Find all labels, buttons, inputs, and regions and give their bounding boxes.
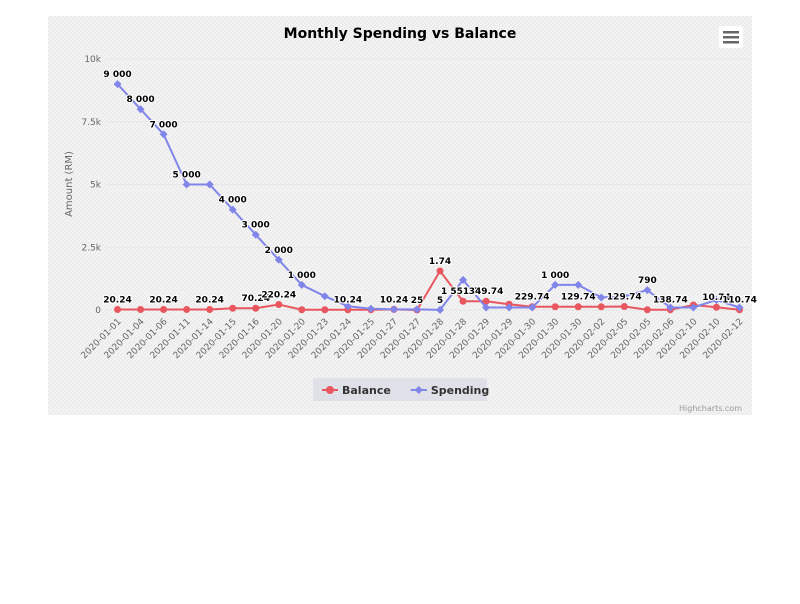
point: [320, 292, 329, 301]
data-label: 1 000: [288, 271, 316, 281]
point: [620, 303, 628, 311]
point: [712, 303, 720, 311]
point: [343, 302, 352, 311]
data-label: 1.74: [429, 257, 451, 267]
data-label: 4 000: [219, 196, 247, 206]
data-label: 5: [437, 296, 443, 306]
point: [597, 293, 606, 302]
point: [436, 305, 445, 314]
y-axis-title: Amount (RM): [64, 151, 75, 217]
data-label: 20.24: [103, 295, 131, 305]
credits: Highcharts.com: [679, 404, 742, 413]
point: [137, 305, 145, 313]
y-tick-label: 7.5k: [81, 118, 101, 128]
legend-symbol: [414, 386, 423, 394]
point: [689, 303, 698, 312]
point: [206, 305, 214, 313]
point: [528, 303, 537, 312]
chart-background: [48, 16, 752, 415]
data-label: 229.74: [515, 293, 550, 303]
point: [297, 280, 306, 289]
point: [735, 303, 744, 312]
data-label: 25: [411, 296, 424, 306]
point: [643, 306, 651, 314]
point: [459, 275, 468, 284]
point: [505, 303, 514, 312]
point: [160, 305, 168, 313]
menu-button[interactable]: [719, 26, 743, 48]
point: [389, 305, 398, 314]
data-label: 20.24: [149, 295, 177, 305]
legend-label: Spending: [431, 384, 489, 397]
point: [666, 303, 675, 312]
point: [275, 300, 283, 308]
legend-item[interactable]: Spending: [410, 384, 489, 397]
data-label: 129.74: [607, 293, 642, 303]
data-label: 10.74: [702, 293, 730, 303]
data-label: 10.24: [334, 296, 362, 306]
legend-symbol: [326, 386, 334, 394]
data-label: 790: [638, 276, 657, 286]
data-label: 129.74: [561, 293, 596, 303]
point: [482, 303, 491, 312]
series-line: [116, 83, 740, 311]
point: [712, 295, 721, 304]
point: [205, 180, 214, 189]
point: [252, 304, 260, 312]
point: [366, 304, 375, 313]
point: [459, 297, 467, 305]
y-tick-label: 5k: [90, 181, 102, 191]
point: [136, 105, 145, 114]
y-tick-label: 0: [95, 306, 101, 316]
point: [182, 180, 191, 189]
legend-label: Balance: [342, 384, 391, 397]
point: [274, 255, 283, 264]
point: [574, 280, 583, 289]
series-line: [117, 269, 740, 311]
data-label: 8 000: [126, 95, 154, 105]
point: [643, 286, 652, 295]
data-label: 9 000: [103, 70, 131, 80]
point: [251, 230, 260, 239]
data-label: 1 000: [541, 271, 569, 281]
data-label: 3 000: [242, 221, 270, 231]
point: [113, 80, 122, 89]
point: [551, 303, 559, 311]
point: [321, 306, 329, 314]
chart-title: Monthly Spending vs Balance: [284, 26, 517, 42]
legend: Balance Spending: [313, 378, 489, 401]
y-tick-label: 2.5k: [81, 243, 101, 253]
data-label: 10.24: [380, 295, 408, 305]
point: [574, 303, 582, 311]
point: [482, 297, 490, 305]
point: [436, 267, 444, 275]
point: [620, 292, 629, 301]
data-label: 1 551.74: [441, 287, 485, 297]
point: [298, 306, 306, 314]
point: [159, 130, 168, 139]
point: [597, 303, 605, 311]
data-label: 220.24: [261, 290, 296, 300]
point: [228, 205, 237, 214]
data-label: 349.74: [469, 287, 504, 297]
point: [551, 280, 560, 289]
point: [412, 305, 421, 314]
data-label: 110.74: [722, 296, 757, 306]
point: [183, 305, 191, 313]
data-label: 70.24: [241, 294, 269, 304]
legend-item[interactable]: Balance: [322, 384, 391, 397]
data-label: 138.74: [653, 296, 688, 306]
point: [114, 305, 122, 313]
data-label: 2 000: [265, 246, 293, 256]
point: [229, 304, 237, 312]
data-label: 7 000: [149, 120, 177, 130]
data-label: 20.24: [195, 295, 223, 305]
legend-box: [313, 378, 487, 401]
data-label: 5 000: [173, 171, 201, 181]
y-tick-label: 10k: [84, 55, 101, 65]
